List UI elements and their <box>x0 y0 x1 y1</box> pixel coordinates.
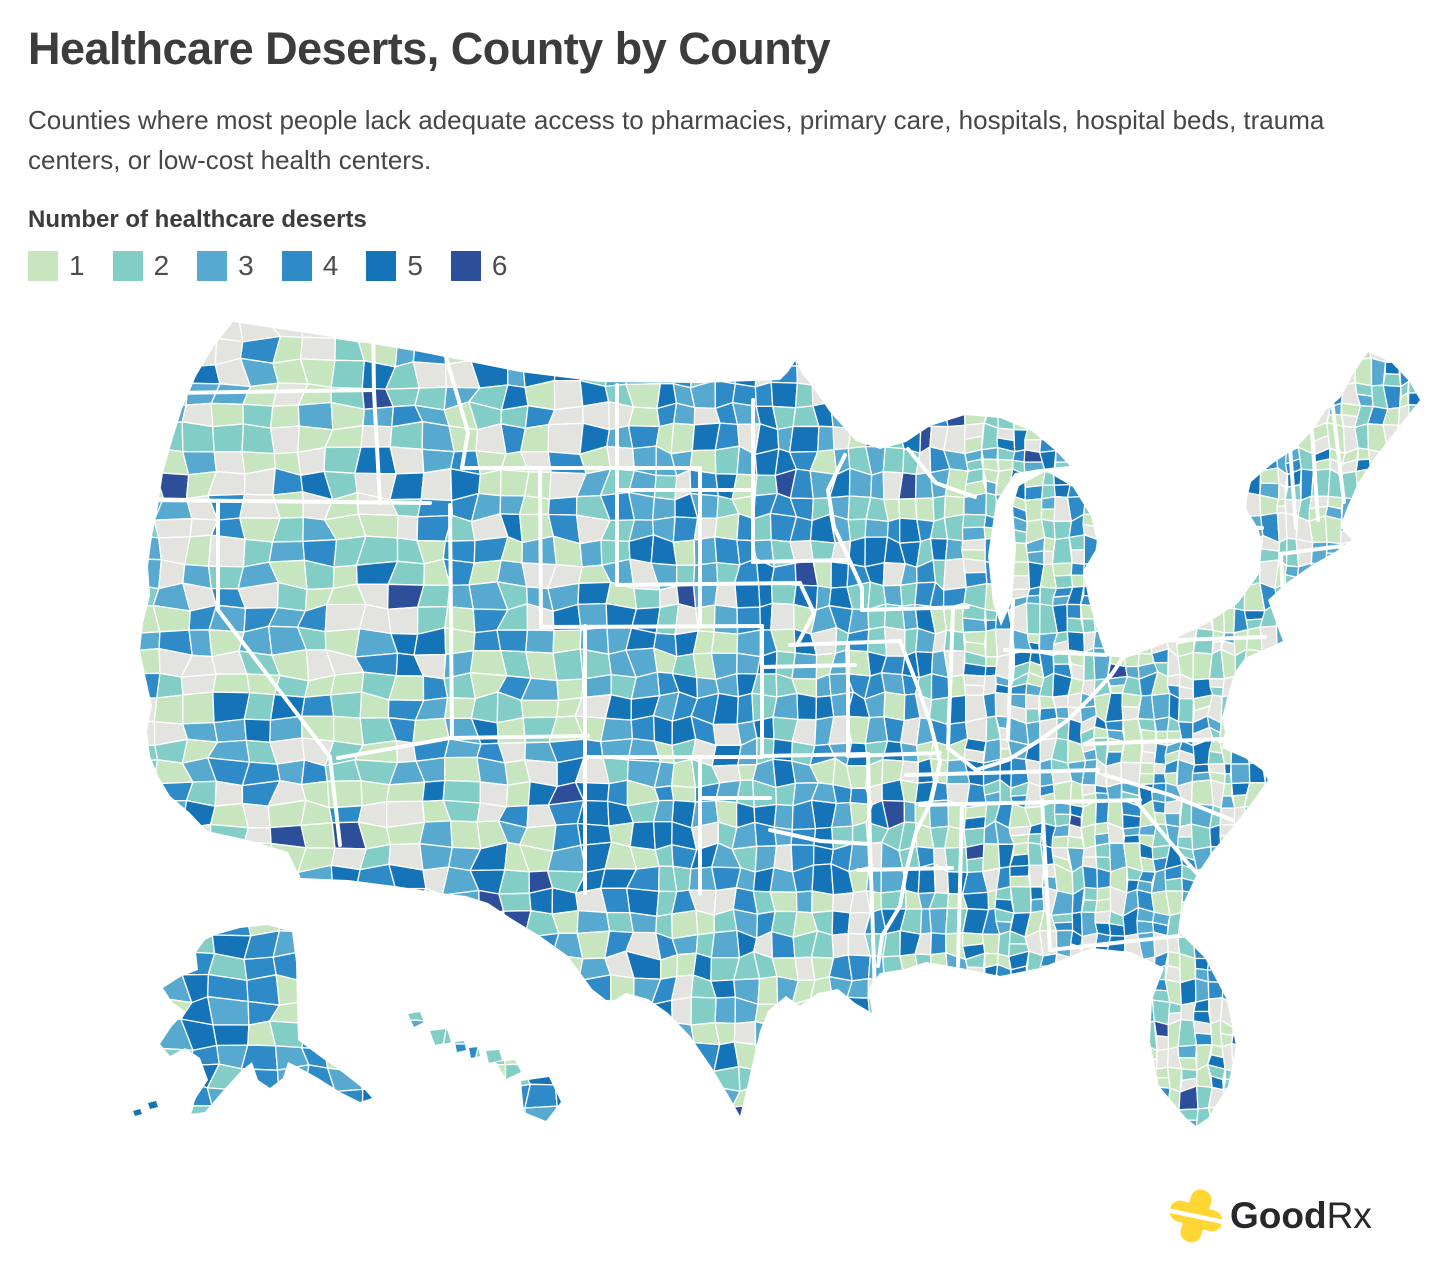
legend-item: 4 <box>281 250 339 282</box>
goodrx-cross-icon <box>1168 1189 1224 1243</box>
legend-label: 5 <box>407 250 423 282</box>
legend-item: 6 <box>450 250 508 282</box>
legend-item: 1 <box>28 250 85 282</box>
legend-row: 1 2 3 4 5 6 <box>28 250 1388 282</box>
header: Healthcare Deserts, County by County Cou… <box>28 0 1388 282</box>
legend: Number of healthcare deserts 1 2 3 4 5 6 <box>28 206 1388 282</box>
legend-swatch <box>281 251 312 282</box>
legend-swatch <box>112 251 143 282</box>
legend-swatch <box>366 251 397 282</box>
legend-label: 3 <box>238 250 254 282</box>
legend-label: 1 <box>69 250 85 282</box>
legend-swatch <box>450 251 481 282</box>
goodrx-wordmark: GoodRx <box>1230 1195 1372 1236</box>
legend-item: 5 <box>366 250 423 282</box>
legend-swatch <box>28 251 58 282</box>
legend-title: Number of healthcare deserts <box>28 206 367 234</box>
legend-swatch <box>197 251 228 282</box>
legend-item: 3 <box>197 250 254 282</box>
page-title: Healthcare Deserts, County by County <box>28 23 831 74</box>
legend-label: 6 <box>491 250 508 282</box>
legend-item: 2 <box>112 250 170 282</box>
goodrx-logo: GoodRx <box>1164 1182 1404 1248</box>
legend-label: 2 <box>153 250 170 282</box>
subtitle: Counties where most people lack adequate… <box>28 104 1325 175</box>
legend-label: 4 <box>322 250 339 282</box>
